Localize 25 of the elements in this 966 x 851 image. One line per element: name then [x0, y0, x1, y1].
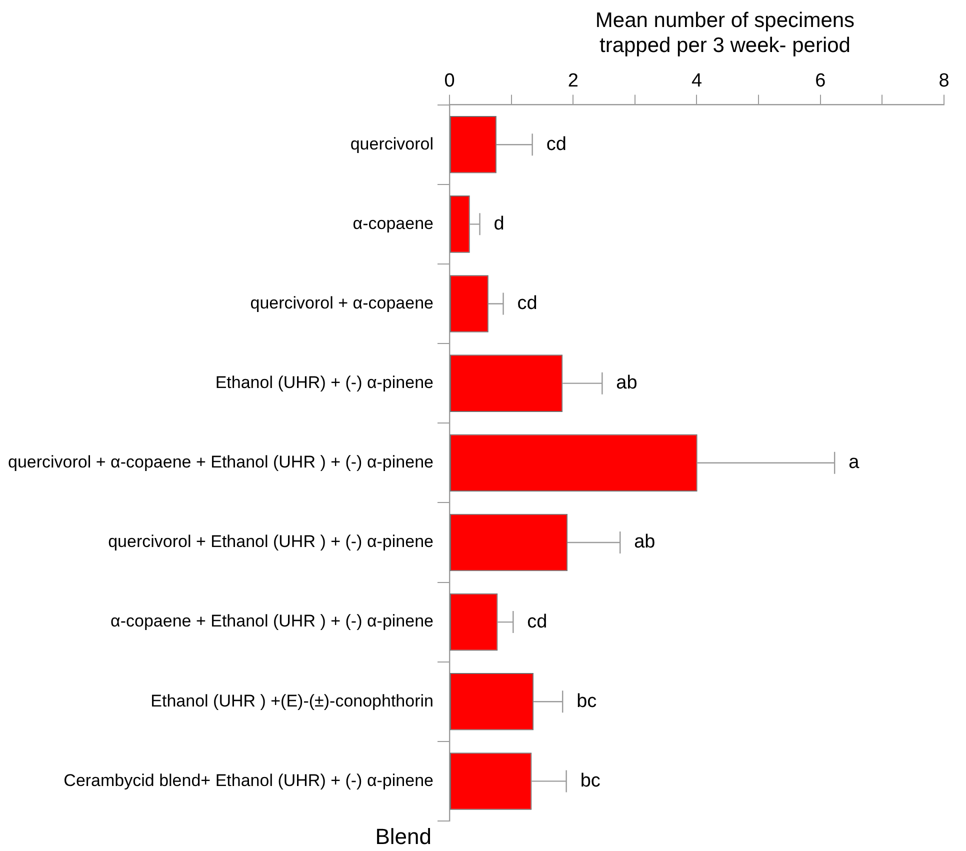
y-tick-label: Ethanol (UHR ) +(E)-(±)-conophthorin — [150, 691, 434, 710]
y-tick-label: α-copaene + Ethanol (UHR ) + (-) α-pinene — [110, 612, 434, 631]
y-tick-label: quercivorol + α-copaene + Ethanol (UHR ) + (-) α-pinene — [8, 452, 434, 472]
x-axis-title: Mean number of specimens trapped per 3 week- period — [594, 8, 856, 58]
y-tick-label: α-copaene — [352, 214, 434, 233]
x-tick-label: 8 — [938, 70, 950, 92]
x-tick-label: 2 — [568, 70, 578, 92]
annotation: a — [848, 452, 860, 474]
annotation: ab — [616, 372, 638, 394]
y-axis-title: Blend — [375, 824, 432, 850]
x-tick-label: 0 — [444, 70, 455, 92]
annotation: ab — [634, 532, 656, 553]
x-tick-label: 6 — [815, 70, 826, 92]
annotation: bc — [580, 770, 600, 792]
annotation: d — [494, 213, 504, 234]
y-tick-label: Cerambycid blend+ Ethanol (UHR) + (-) α-pinene — [64, 770, 434, 790]
x-tick-label: 4 — [691, 70, 702, 92]
annotation: cd — [527, 611, 548, 632]
y-tick-label: quercivorol + Ethanol (UHR ) + (-) α-pinene — [108, 532, 434, 552]
y-tick-label: Ethanol (UHR) + (-) α-pinene — [215, 373, 434, 392]
y-tick-label: quercivorol — [350, 134, 434, 154]
annotation: bc — [576, 690, 597, 712]
annotation: cd — [517, 292, 538, 314]
annotation: cd — [546, 134, 566, 155]
y-tick-label: quercivorol + α-copaene — [250, 293, 434, 312]
